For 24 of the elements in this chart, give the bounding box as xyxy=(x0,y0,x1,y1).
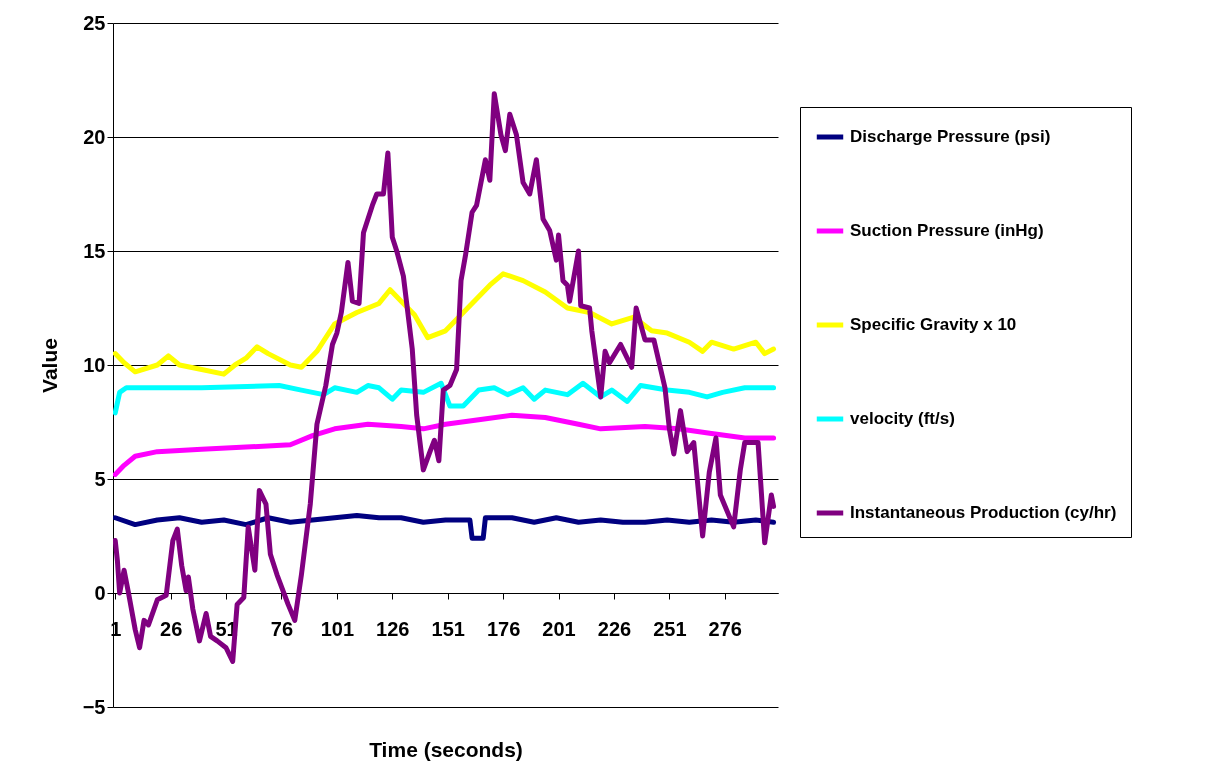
y-tick-label: 15 xyxy=(83,239,106,262)
x-tick-label: 126 xyxy=(376,617,410,640)
legend-label: Suction Pressure (inHg) xyxy=(850,221,1044,240)
x-tick-label: 101 xyxy=(320,617,355,640)
x-tick-label: 201 xyxy=(542,617,576,640)
y-tick-label: 0 xyxy=(94,581,106,604)
x-tick-label: 176 xyxy=(486,617,521,640)
x-tick-label: 276 xyxy=(708,617,742,640)
x-axis-title: Time (seconds) xyxy=(369,737,523,761)
y-tick-label: −5 xyxy=(82,695,106,718)
legend-label: Discharge Pressure (psi) xyxy=(850,127,1051,146)
x-tick-label: 76 xyxy=(270,617,294,640)
legend-label: Instantaneous Production (cy/hr) xyxy=(850,503,1117,522)
x-tick-label: 251 xyxy=(653,617,687,640)
y-tick-label: 10 xyxy=(83,353,106,376)
y-tick-label: 25 xyxy=(83,11,106,34)
y-axis-title: Value xyxy=(37,338,61,393)
y-tick-label: 5 xyxy=(94,467,106,490)
y-tick-label: 20 xyxy=(83,125,106,148)
legend-label: Specific Gravity x 10 xyxy=(850,315,1017,334)
x-tick-label: 151 xyxy=(431,617,465,640)
x-tick-label: 226 xyxy=(597,617,632,640)
x-tick-label: 26 xyxy=(160,617,183,640)
legend-label: velocity (ft/s) xyxy=(850,409,955,428)
